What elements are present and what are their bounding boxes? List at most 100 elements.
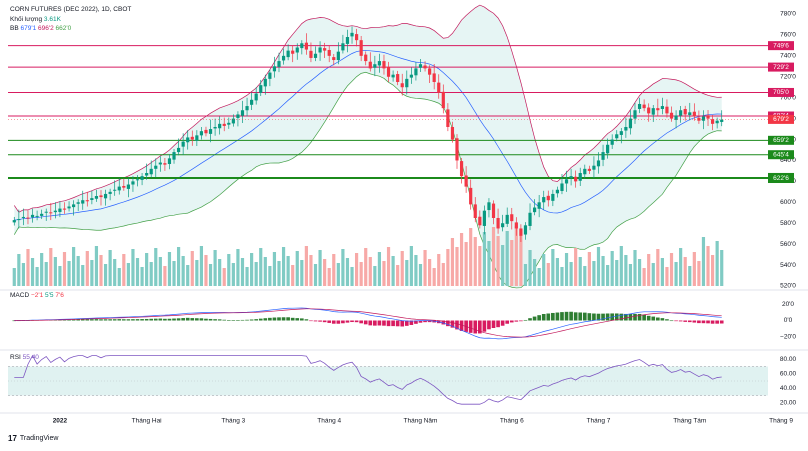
candle-body [332, 57, 336, 61]
macd-histogram-bar [587, 313, 592, 321]
candle-body [615, 134, 619, 139]
macd-histogram-bar [582, 312, 587, 321]
candle-body [154, 165, 158, 169]
macd-histogram-bar [272, 317, 277, 321]
candle-body [140, 176, 144, 180]
price-level-badge [768, 87, 794, 97]
candle-body [628, 118, 633, 129]
macd-histogram-bar [683, 320, 688, 322]
rsi-axis-tick: 20.00 [780, 399, 797, 406]
candle-body [601, 152, 605, 160]
macd-histogram-bar [354, 320, 359, 323]
candle-body [149, 168, 153, 175]
volume-bar [108, 250, 112, 286]
candle-body [85, 200, 89, 202]
candle-body [145, 173, 149, 176]
bb-middle-line [14, 50, 722, 221]
price-level-label: 729'2 [773, 64, 789, 71]
macd-histogram-bar [231, 320, 236, 321]
candle-body [441, 91, 445, 109]
candle-body [651, 108, 655, 115]
volume-bar [318, 250, 322, 286]
price-axis-tick: 600'0 [780, 199, 796, 206]
bb-upper-value: 696'2 [38, 25, 54, 32]
candle-body [277, 61, 281, 67]
macd-histogram-bar [400, 320, 405, 327]
macd-histogram-bar [414, 320, 418, 324]
macd-histogram-bar [318, 320, 322, 322]
candle-body [117, 186, 121, 191]
time-axis-label: Tháng Năm [404, 418, 438, 425]
candle-body [560, 183, 564, 192]
bb-lower-line [13, 71, 722, 289]
volume-bar [532, 259, 537, 286]
volume-bar [441, 263, 445, 286]
candle-body [240, 110, 245, 116]
candle-body [396, 74, 400, 82]
chart-legend: CORN FUTURES (DEC 2022), 1D, CBOT Khối l… [10, 5, 131, 34]
volume-bar [628, 264, 633, 286]
macd-histogram-bar [121, 319, 126, 321]
volume-bar [12, 268, 16, 286]
macd-histogram-bar [523, 319, 528, 321]
volume-bar [665, 267, 669, 286]
candle-body [53, 210, 57, 213]
candle-body [158, 162, 162, 165]
candle-body [478, 216, 482, 226]
volume-bar [236, 249, 240, 286]
macd-histogram-bar [468, 320, 473, 333]
macd-histogram-bar [176, 318, 181, 321]
volume-bar [250, 253, 254, 286]
candle-body [272, 66, 277, 72]
volume-bar [67, 261, 71, 286]
volume-bar [528, 250, 532, 286]
volume-bar [21, 263, 26, 286]
macd-histogram-bar [450, 320, 455, 328]
candle-body [345, 37, 350, 44]
time-axis-label: Tháng 4 [317, 418, 341, 425]
candle-body [510, 214, 514, 222]
macd-histogram-bar [409, 320, 414, 325]
volume-bar [578, 257, 582, 286]
volume-bar [396, 265, 400, 286]
candle-body [204, 129, 208, 134]
macd-histogram-bar [614, 313, 619, 321]
volume-bar [90, 260, 94, 286]
macd-histogram-bar [637, 313, 642, 321]
candle-body [542, 197, 546, 203]
volume-bar [455, 247, 459, 286]
candle-body [17, 219, 21, 221]
macd-axis-tick: −20'0 [780, 334, 796, 341]
volume-bar [469, 228, 473, 286]
rsi-label: RSI [10, 354, 21, 361]
bb-label: BB [10, 25, 19, 32]
macd-histogram-bar [258, 318, 263, 321]
macd-pane[interactable]: 20'0 0'0 −20'0 [0, 301, 808, 351]
candle-body [368, 61, 372, 69]
macd-histogram-bar [185, 317, 190, 321]
volume-bar [519, 235, 523, 286]
price-axis-tick: 740'0 [780, 53, 796, 60]
tradingview-brand[interactable]: 17 TradingView [8, 434, 58, 443]
price-level-badge [768, 174, 794, 184]
candle-body [715, 120, 719, 124]
volume-bar [546, 263, 550, 286]
candle-body [487, 202, 491, 211]
volume-bar [637, 259, 642, 286]
candle-body [208, 129, 213, 134]
candle-body [624, 126, 628, 131]
candle-body [633, 110, 637, 119]
volume-bar [268, 266, 272, 286]
candle-body [181, 141, 185, 147]
rsi-pane[interactable]: 80.00 60.00 40.00 20.00 [0, 354, 808, 414]
candle-body [377, 61, 382, 66]
candle-body [482, 210, 486, 226]
macd-histogram-bar [382, 320, 386, 326]
volume-bar [222, 268, 226, 286]
volume-bar [505, 231, 509, 286]
volume-bar [710, 255, 715, 286]
last-price-badge [768, 114, 794, 124]
macd-histogram-bar [427, 320, 432, 323]
price-pane[interactable]: 780'0760'0740'0720'0700'0680'0660'0640'0… [0, 4, 808, 291]
